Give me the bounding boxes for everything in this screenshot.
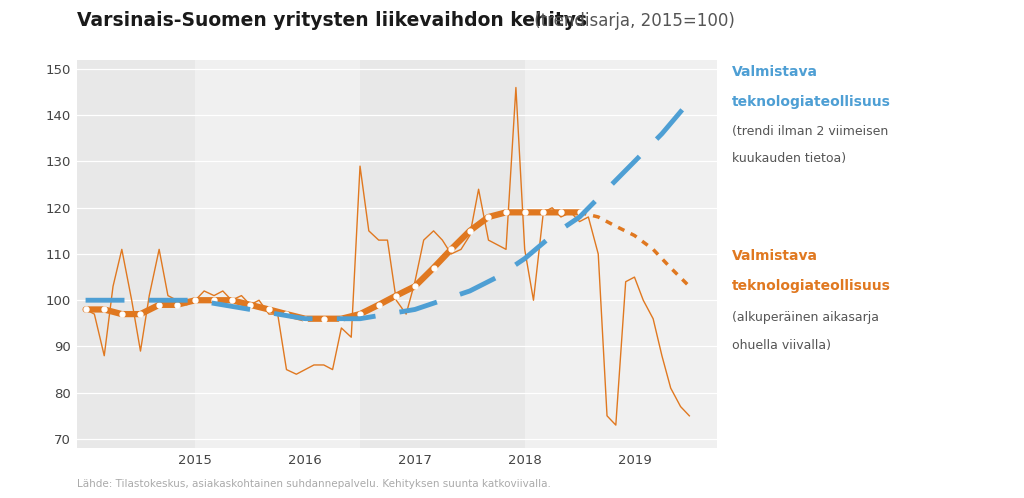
Bar bbox=[196, 60, 360, 448]
Bar bbox=[524, 60, 717, 448]
Text: ohuella viivalla): ohuella viivalla) bbox=[732, 339, 831, 352]
Text: (trendi ilman 2 viimeisen: (trendi ilman 2 viimeisen bbox=[732, 124, 889, 137]
Text: kuukauden tietoa): kuukauden tietoa) bbox=[732, 152, 846, 165]
Text: Varsinais-Suomen yritysten liikevaihdon kehitys: Varsinais-Suomen yritysten liikevaihdon … bbox=[77, 11, 587, 30]
Text: Valmistava: Valmistava bbox=[732, 65, 818, 79]
Bar bbox=[360, 60, 524, 448]
Text: (trendisarja, 2015=100): (trendisarja, 2015=100) bbox=[529, 12, 735, 30]
Text: teknologiateollisuus: teknologiateollisuus bbox=[732, 279, 891, 293]
Bar bbox=[77, 60, 196, 448]
Text: (alkuperäinen aikasarja: (alkuperäinen aikasarja bbox=[732, 311, 880, 324]
Text: teknologiateollisuus: teknologiateollisuus bbox=[732, 95, 891, 109]
Text: Valmistava: Valmistava bbox=[732, 249, 818, 263]
Text: Lähde: Tilastokeskus, asiakaskohtainen suhdannepalvelu. Kehityksen suunta katkov: Lähde: Tilastokeskus, asiakaskohtainen s… bbox=[77, 479, 551, 489]
